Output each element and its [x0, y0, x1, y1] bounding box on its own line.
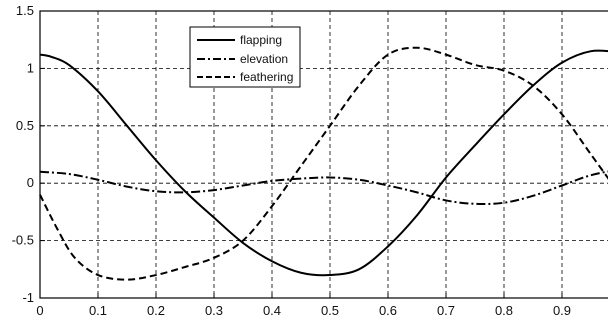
legend-label-feathering: feathering [240, 70, 293, 84]
series-line-flapping [39, 49, 608, 277]
legend: flapping elevation feathering [189, 26, 301, 88]
x-tick-label: 0.7 [437, 303, 455, 318]
x-tick-label: 0.4 [263, 303, 281, 318]
x-tick-label: 0 [36, 303, 43, 318]
legend-label-elevation: elevation [240, 52, 288, 66]
y-tick-label: 0 [27, 175, 34, 190]
x-tick-label: 0.8 [495, 303, 513, 318]
y-tick-label: -0.5 [12, 233, 34, 248]
y-tick-label: 1 [27, 60, 34, 75]
legend-label-flapping: flapping [240, 33, 282, 47]
x-tick-label: 0.1 [89, 303, 107, 318]
x-tick-label: 0.5 [321, 303, 339, 318]
series-line-feathering [39, 46, 608, 281]
x-tick-label: 0.2 [147, 303, 165, 318]
x-tick-label: 0.6 [379, 303, 397, 318]
y-tick-label: 1.5 [16, 3, 34, 18]
series-line-elevation [39, 170, 608, 206]
x-tick-label: 0.3 [205, 303, 223, 318]
y-tick-label: -1 [22, 290, 34, 305]
tick-labels: 0 0.1 0.2 0.3 0.4 0.5 0.6 0.7 0.8 0.9 1.5 1 0.5 0 -0.5… [12, 3, 571, 318]
x-tick-label: 0.9 [553, 303, 571, 318]
y-tick-label: 0.5 [16, 118, 34, 133]
series-lines [39, 46, 608, 281]
